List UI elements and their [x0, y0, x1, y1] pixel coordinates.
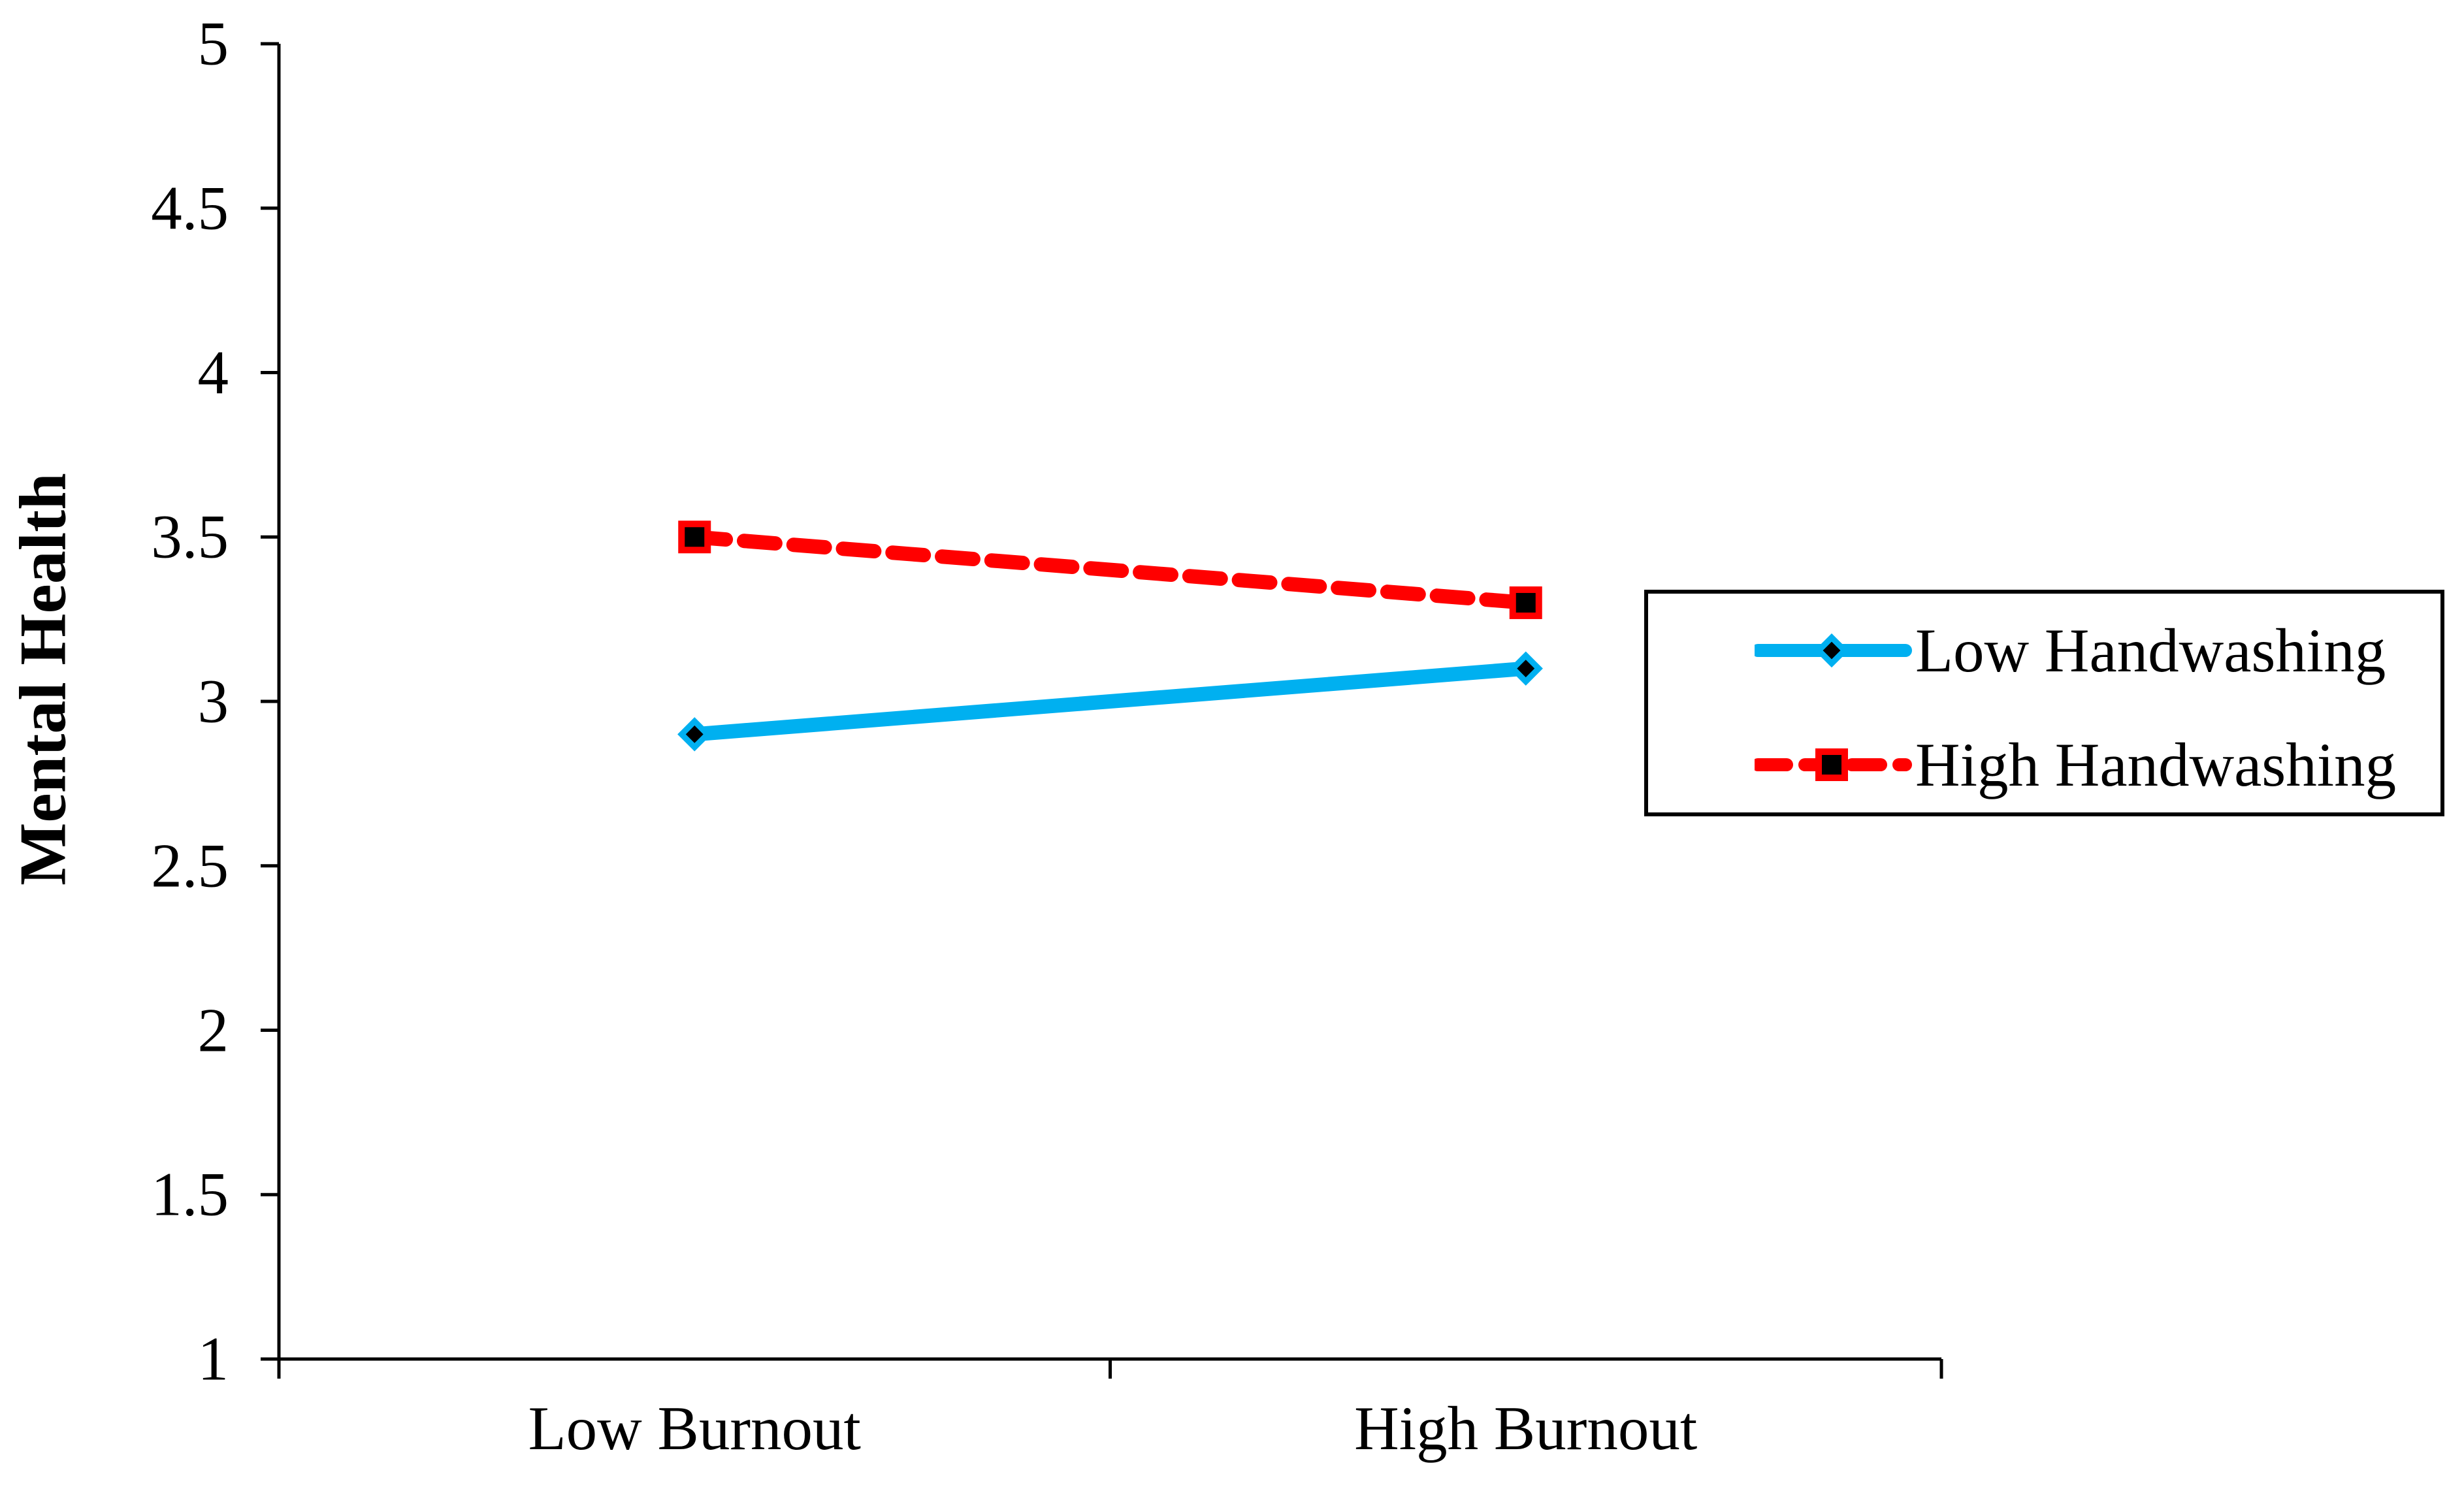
legend-swatch-solid-line-icon — [1755, 633, 1912, 668]
diamond-marker — [1814, 633, 1849, 668]
y-tick-label: 5 — [197, 8, 229, 78]
y-tick-label: 1.5 — [151, 1159, 229, 1229]
y-tick-label: 3.5 — [151, 502, 229, 571]
legend-item: Low Handwashing — [1648, 611, 2440, 690]
square-marker — [678, 520, 711, 554]
diamond-marker — [677, 717, 712, 752]
x-category-label: High Burnout — [1354, 1394, 1698, 1463]
legend: Low Handwashing High Handwashing — [1644, 590, 2444, 816]
y-tick-label: 2.5 — [151, 831, 229, 901]
square-marker — [1815, 748, 1848, 781]
diamond-marker — [1508, 651, 1543, 686]
legend-item: High Handwashing — [1648, 726, 2440, 804]
legend-label: Low Handwashing — [1915, 616, 2386, 685]
y-tick-label: 4 — [197, 338, 229, 407]
y-tick-label: 1 — [197, 1324, 229, 1394]
series-line-high-handwashing — [687, 530, 1533, 610]
y-tick-label: 4.5 — [151, 173, 229, 243]
y-tick-label: 2 — [197, 995, 229, 1065]
legend-swatch-dashed-line-icon — [1755, 748, 1912, 781]
legend-label: High Handwashing — [1915, 730, 2397, 799]
x-category-label: Low Burnout — [528, 1394, 861, 1463]
y-tick-label: 3 — [197, 666, 229, 736]
square-marker — [1509, 586, 1542, 619]
series-line-low-handwashing — [687, 661, 1533, 742]
